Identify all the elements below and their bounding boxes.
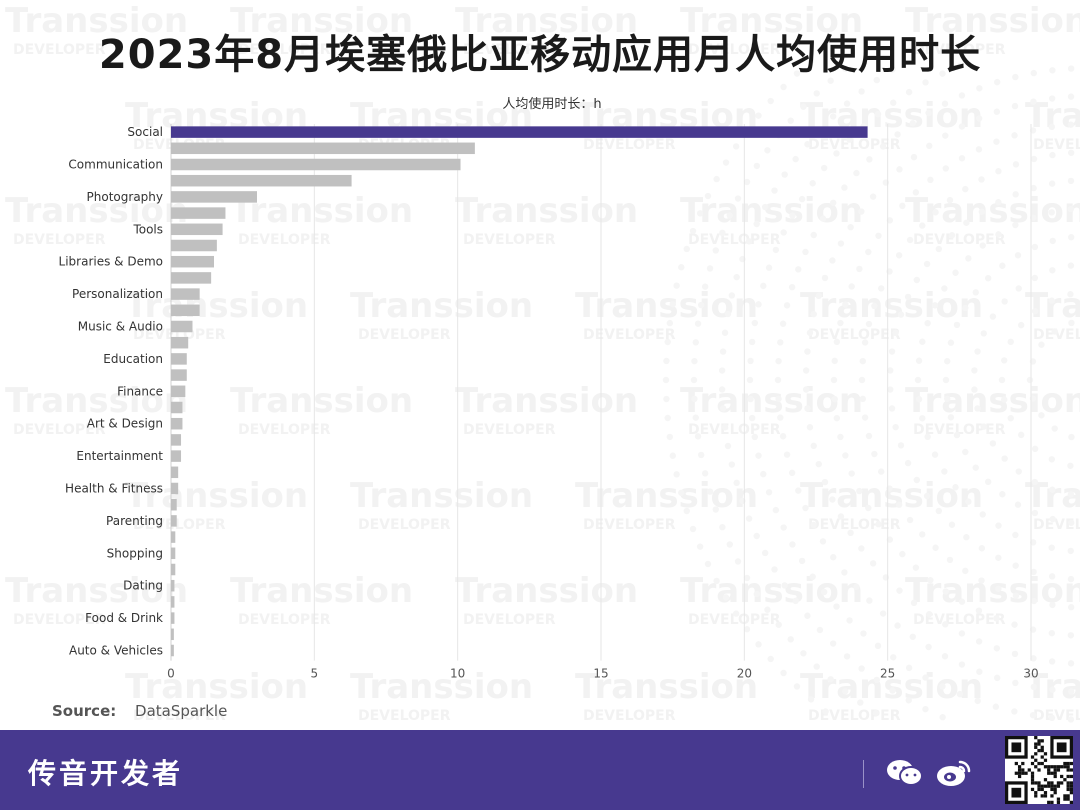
watermark-dot	[1011, 708, 1018, 715]
watermark-dot	[992, 703, 1000, 710]
chart-title: 2023年8月埃塞俄比亚移动应用月人均使用时长	[98, 32, 982, 78]
watermark-sub: DEVELOPER	[583, 708, 676, 724]
bar	[171, 385, 186, 398]
footer-bar: 传音开发者	[0, 730, 1080, 810]
brand-name: 传音开发者	[28, 757, 184, 790]
category-label: Auto & Vehicles	[69, 644, 163, 658]
bar	[171, 515, 177, 527]
bar	[171, 353, 187, 365]
bar	[171, 644, 174, 657]
source-line: Source: DataSparkle	[52, 702, 227, 720]
watermark-dot	[822, 708, 829, 715]
x-tick-label: 10	[450, 667, 465, 681]
weibo-icon[interactable]	[936, 758, 972, 788]
bar	[171, 158, 461, 171]
x-tick-label: 5	[311, 667, 319, 681]
watermark-sub: DEVELOPER	[1033, 708, 1080, 724]
bar	[171, 417, 183, 430]
x-tick-label: 20	[737, 667, 752, 681]
category-label: Tools	[132, 222, 163, 236]
bar	[171, 272, 212, 284]
bar	[171, 628, 174, 641]
category-label: Music & Audio	[78, 320, 163, 334]
category-label: Social	[127, 125, 163, 139]
bar	[171, 531, 176, 543]
category-label: Parenting	[106, 514, 163, 528]
watermark-dot	[1067, 716, 1075, 723]
bar	[171, 612, 175, 624]
bar	[171, 174, 352, 187]
bar	[171, 579, 175, 592]
bar-chart: 0 5 10 15 20 25 30 Social Communication Photograp…	[59, 124, 1039, 681]
footer-divider	[863, 760, 864, 788]
watermark-sub: DEVELOPER	[358, 708, 451, 724]
watermark-dot	[939, 714, 946, 721]
x-tick-label: 15	[593, 667, 608, 681]
x-tick-label: 25	[880, 667, 895, 681]
bar	[171, 498, 177, 511]
watermark-dot	[857, 699, 864, 706]
bar	[171, 596, 175, 608]
bar	[171, 223, 223, 236]
bar	[171, 547, 176, 560]
bar	[171, 466, 179, 479]
source-value: DataSparkle	[135, 702, 228, 720]
bar	[171, 401, 183, 414]
bar	[171, 288, 200, 300]
bar	[171, 563, 176, 576]
qr-code	[1005, 736, 1073, 804]
bar	[171, 320, 193, 333]
x-tick-label: 0	[167, 667, 175, 681]
category-label: Libraries & Demo	[59, 255, 163, 269]
wechat-icon[interactable]	[886, 758, 924, 788]
watermark-dot	[1029, 711, 1037, 719]
bar	[171, 191, 257, 203]
x-tick-label: 30	[1023, 667, 1038, 681]
bar	[171, 207, 226, 219]
bar	[171, 239, 217, 252]
category-label: Dating	[123, 579, 163, 593]
category-label: Communication	[68, 158, 163, 172]
watermark-dot	[922, 705, 929, 713]
category-label: Shopping	[107, 546, 163, 560]
category-label: Art & Design	[87, 417, 163, 431]
category-label: Entertainment	[76, 449, 163, 463]
bar	[171, 450, 182, 462]
bar	[171, 369, 187, 381]
watermark-dot	[872, 709, 880, 717]
category-label: Food & Drink	[85, 611, 163, 625]
category-label: Finance	[117, 384, 163, 398]
bar	[171, 482, 179, 495]
bar	[171, 142, 475, 155]
bar	[171, 336, 189, 349]
category-label: Personalization	[72, 287, 163, 301]
bar	[171, 255, 214, 268]
bar	[171, 304, 200, 317]
source-key: Source:	[52, 702, 117, 720]
category-label: Photography	[87, 190, 163, 204]
category-label: Health & Fitness	[65, 482, 163, 496]
bar	[171, 434, 182, 446]
category-label: Education	[103, 352, 163, 366]
bar	[171, 126, 868, 138]
watermark-sub: DEVELOPER	[808, 708, 901, 724]
watermark-dot	[1048, 714, 1056, 722]
unit-label: 人均使用时长：h	[502, 97, 602, 112]
